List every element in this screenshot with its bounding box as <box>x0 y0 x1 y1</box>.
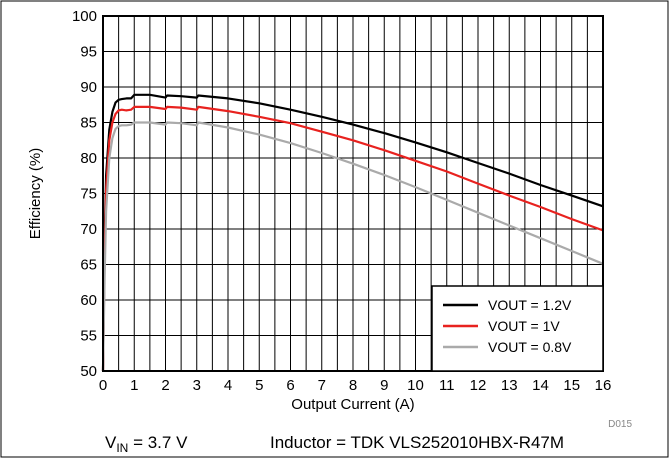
x-tick-label: 0 <box>99 377 107 394</box>
x-tick-label: 1 <box>130 377 138 394</box>
series-lines <box>101 93 604 372</box>
x-tick-label: 14 <box>532 377 549 394</box>
vin-value: = 3.7 V <box>128 433 188 452</box>
x-tick-label: 9 <box>380 377 388 394</box>
series-line-3 <box>101 121 604 372</box>
x-axis-title: Output Current (A) <box>291 396 414 413</box>
legend-entry: VOUT = 0.8V <box>488 339 572 355</box>
x-tick-label: 12 <box>470 377 487 394</box>
y-tick-label: 50 <box>80 363 97 380</box>
x-tick-label: 16 <box>595 377 612 394</box>
x-tick-label: 10 <box>407 377 424 394</box>
x-tick-label: 13 <box>501 377 518 394</box>
y-tick-label: 70 <box>80 221 97 238</box>
y-tick-label: 80 <box>80 150 97 167</box>
y-tick-label: 85 <box>80 115 97 132</box>
figure-id: D015 <box>608 419 632 430</box>
x-tick-label: 5 <box>255 377 263 394</box>
x-tick-label: 15 <box>563 377 580 394</box>
x-tick-label: 2 <box>161 377 169 394</box>
x-tick-label: 11 <box>439 377 455 394</box>
x-tick-label: 7 <box>318 377 326 394</box>
legend-box <box>431 285 604 372</box>
inductor-caption: Inductor = TDK VLS252010HBX-R47M <box>270 433 564 452</box>
y-tick-label: 55 <box>80 328 97 345</box>
y-axis-title: Efficiency (%) <box>27 148 44 239</box>
y-tick-label: 90 <box>80 79 97 96</box>
vin-subscript: IN <box>116 441 128 455</box>
legend-entry: VOUT = 1.2V <box>488 297 572 313</box>
plot-area-border <box>102 15 604 372</box>
series-line-1 <box>101 93 604 372</box>
x-tick-label: 4 <box>224 377 232 394</box>
y-tick-label: 65 <box>80 257 97 274</box>
x-tick-label: 6 <box>286 377 294 394</box>
tick-labels: 0 1 2 3 4 5 6 7 8 9 10 11 12 13 14 15 165055606570758085… <box>72 8 611 394</box>
x-tick-label: 8 <box>349 377 357 394</box>
grid <box>103 16 603 371</box>
y-tick-label: 60 <box>80 292 97 309</box>
vin-symbol: V <box>105 433 117 452</box>
x-tick-label: 3 <box>193 377 201 394</box>
series-line-2 <box>101 105 604 372</box>
y-tick-label: 100 <box>72 8 97 25</box>
y-tick-label: 75 <box>80 186 97 203</box>
vin-caption: VIN = 3.7 V <box>105 433 188 455</box>
legend: VOUT = 1.2V VOUT = 1V VOUT = 0.8V <box>431 285 604 372</box>
legend-entry: VOUT = 1V <box>488 318 560 334</box>
y-tick-label: 95 <box>80 44 97 61</box>
